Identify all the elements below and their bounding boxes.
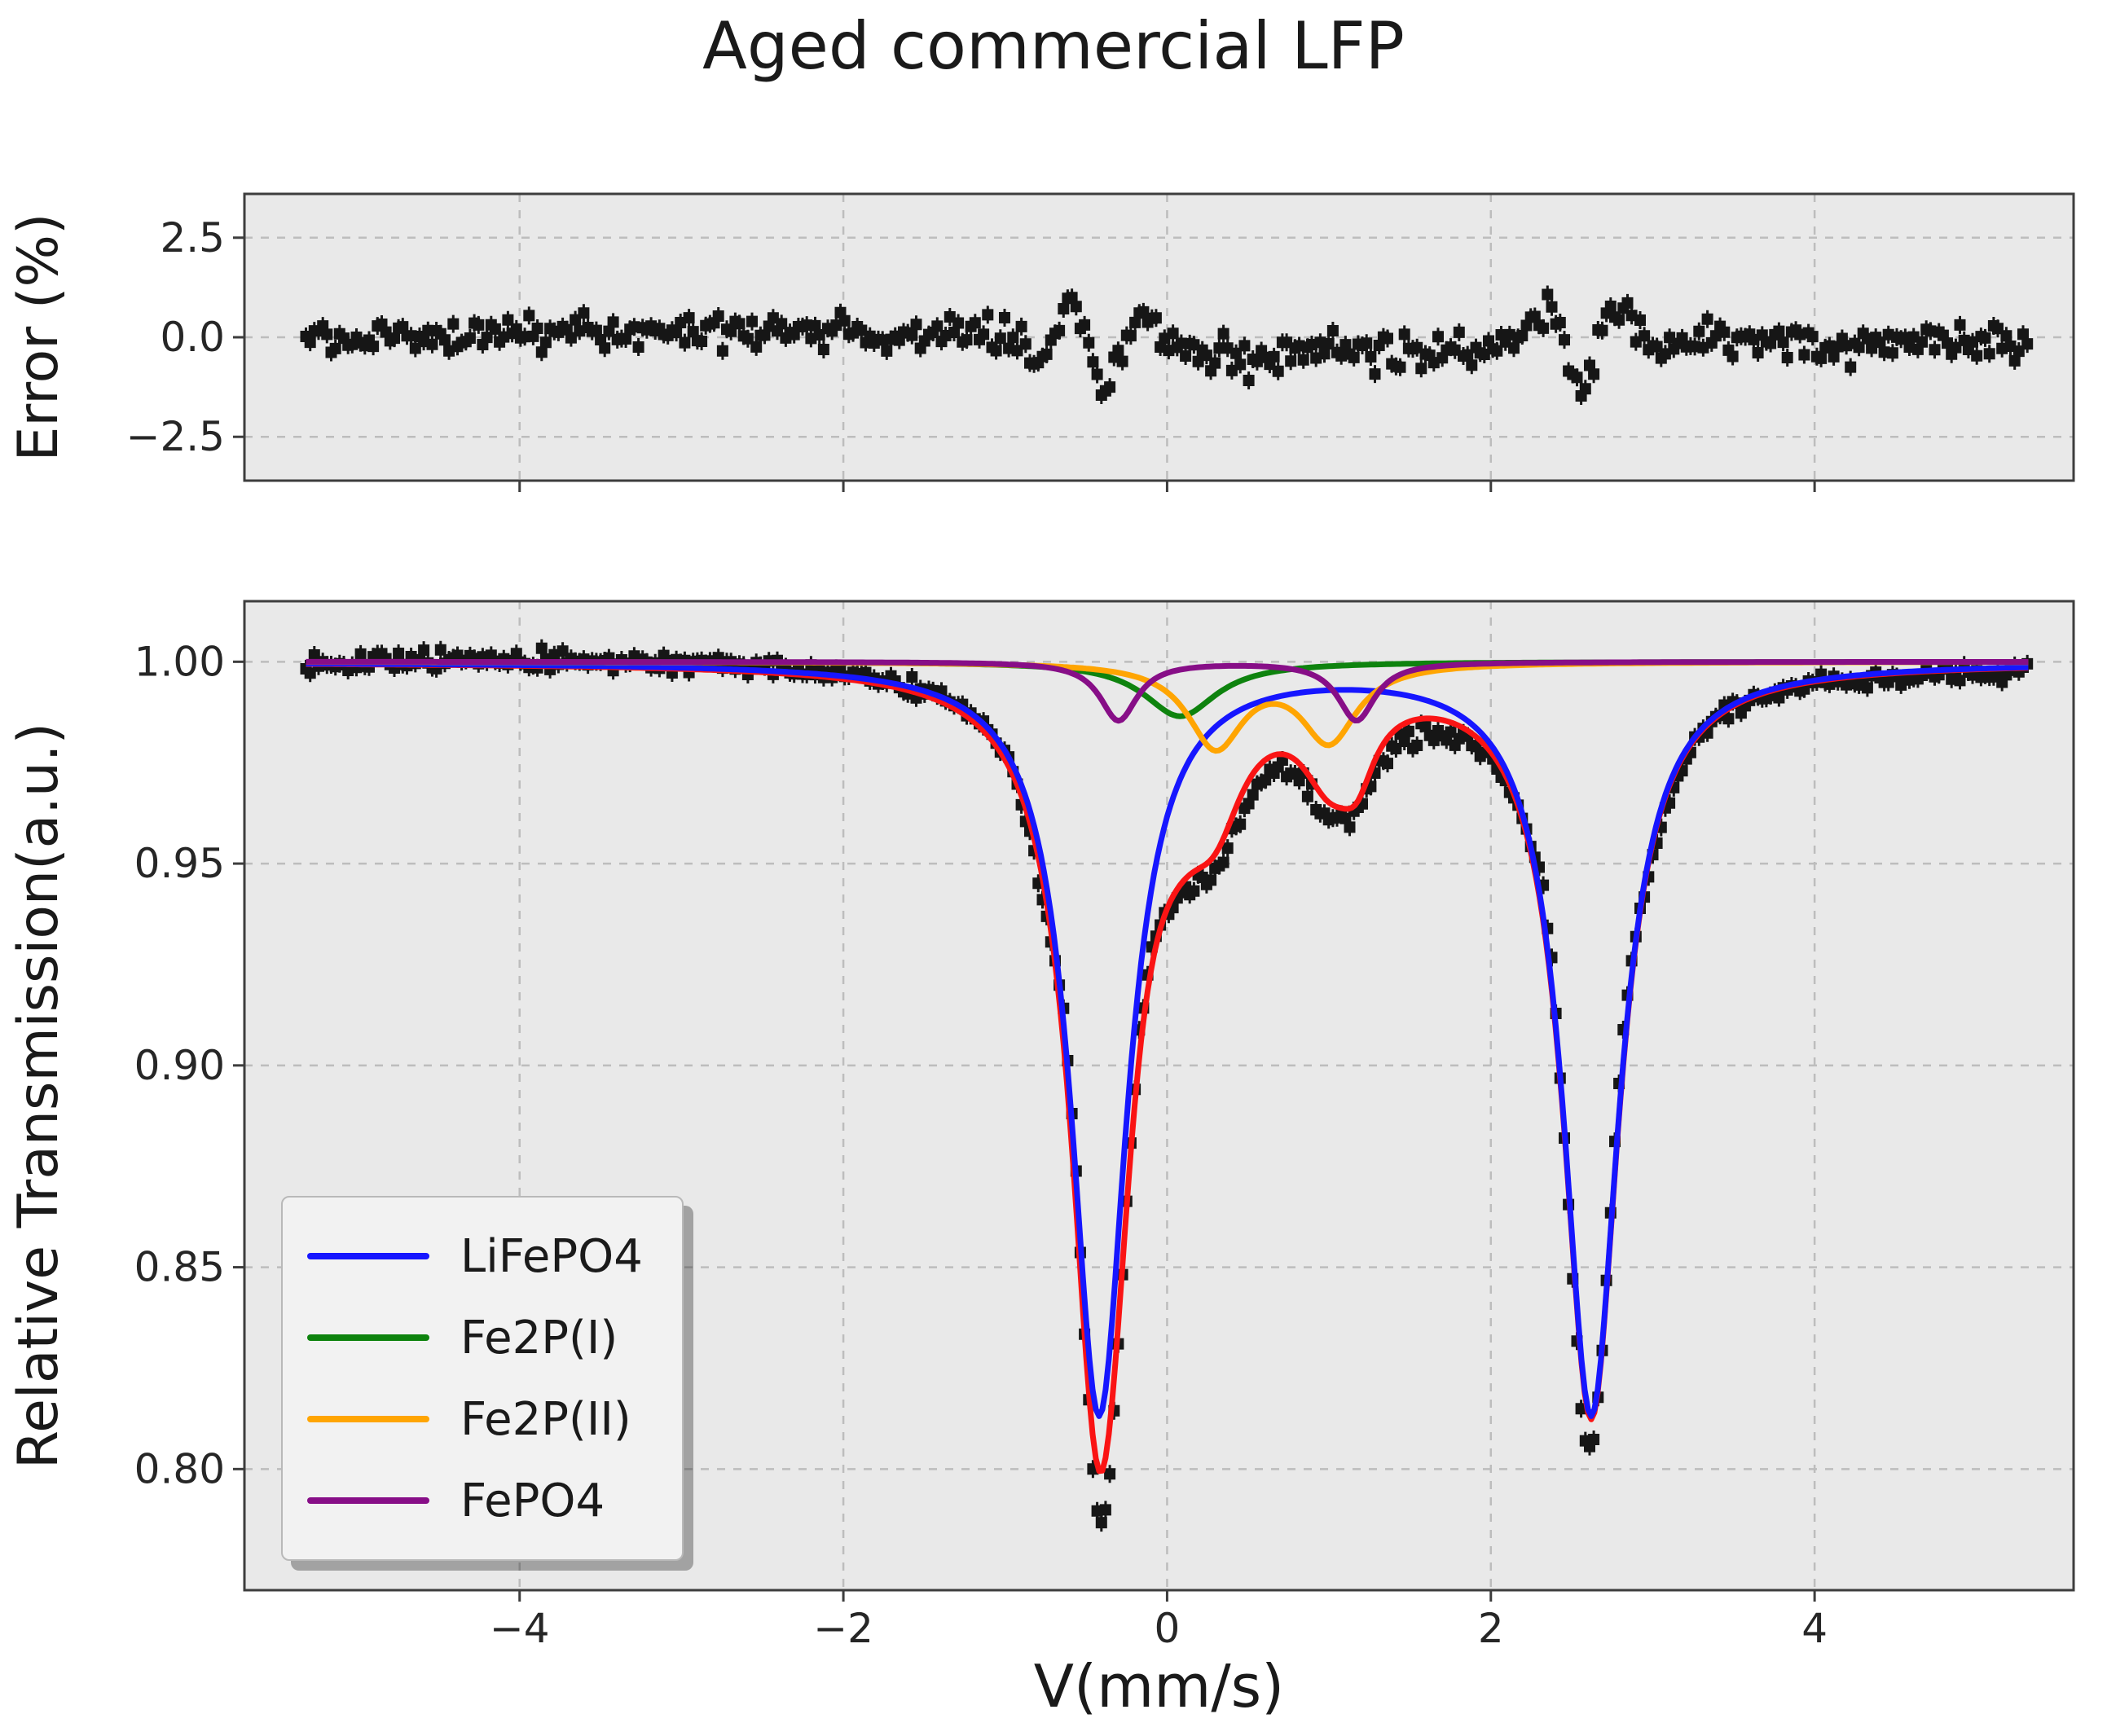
legend: LiFePO4 Fe2P(I) Fe2P(II) FePO4 [281, 1196, 684, 1561]
grid [244, 601, 2074, 1590]
legend-label: LiFePO4 [460, 1229, 643, 1283]
legend-line-swatch [307, 1253, 429, 1259]
y-tick-label: 0.90 [134, 1042, 225, 1089]
component-line-FePO4 [306, 658, 2029, 724]
legend-label: Fe2P(II) [460, 1392, 631, 1446]
tick-labels: 2.5 0.0 −2.5 [126, 214, 225, 460]
legend-line-swatch [307, 1497, 429, 1504]
y-tick-label: −2.5 [126, 413, 225, 460]
legend-line-swatch [307, 1334, 429, 1341]
component-line-LiFePO4 [306, 661, 2029, 1419]
legend-item: Fe2P(I) [307, 1297, 643, 1378]
y-tick-label: 1.00 [134, 638, 225, 685]
legend-label: Fe2P(I) [460, 1311, 618, 1365]
legend-item: FePO4 [307, 1460, 643, 1541]
tick-marks [233, 660, 1816, 1602]
x-tick-label: −4 [490, 1605, 550, 1652]
y-tick-label: 0.95 [134, 840, 225, 887]
error-subplot: 2.5 0.0 −2.5 [126, 192, 2075, 492]
legend-item: LiFePO4 [307, 1215, 643, 1297]
y-tick-label: 0.0 [160, 314, 225, 361]
x-tick-label: 2 [1478, 1605, 1504, 1652]
x-tick-label: 4 [1801, 1605, 1828, 1652]
chart-title: Aged commercial LFP [702, 8, 1405, 84]
y-tick-label: 0.85 [134, 1244, 225, 1291]
x-tick-label: −2 [813, 1605, 873, 1652]
legend-item: Fe2P(II) [307, 1378, 643, 1460]
axes-spines [243, 600, 2075, 1592]
tick-marks [233, 236, 1816, 492]
tick-labels: −4 −2 0 2 4 1.00 0.95 0.90 0.85 0.80 [134, 638, 1828, 1652]
legend-label: FePO4 [460, 1474, 605, 1527]
y-tick-label: 2.5 [160, 214, 225, 261]
legend-line-swatch [307, 1416, 429, 1422]
y-tick-label: 0.80 [134, 1445, 225, 1492]
transmission-y-axis-label: Relative Transmission(a.u.) [7, 722, 71, 1470]
data-points [300, 288, 2034, 402]
transmission-subplot-content [300, 639, 2034, 1532]
x-axis-label: V(mm/s) [1033, 1652, 1285, 1721]
error-subplot-content [300, 285, 2034, 405]
x-tick-label: 0 [1155, 1605, 1181, 1652]
